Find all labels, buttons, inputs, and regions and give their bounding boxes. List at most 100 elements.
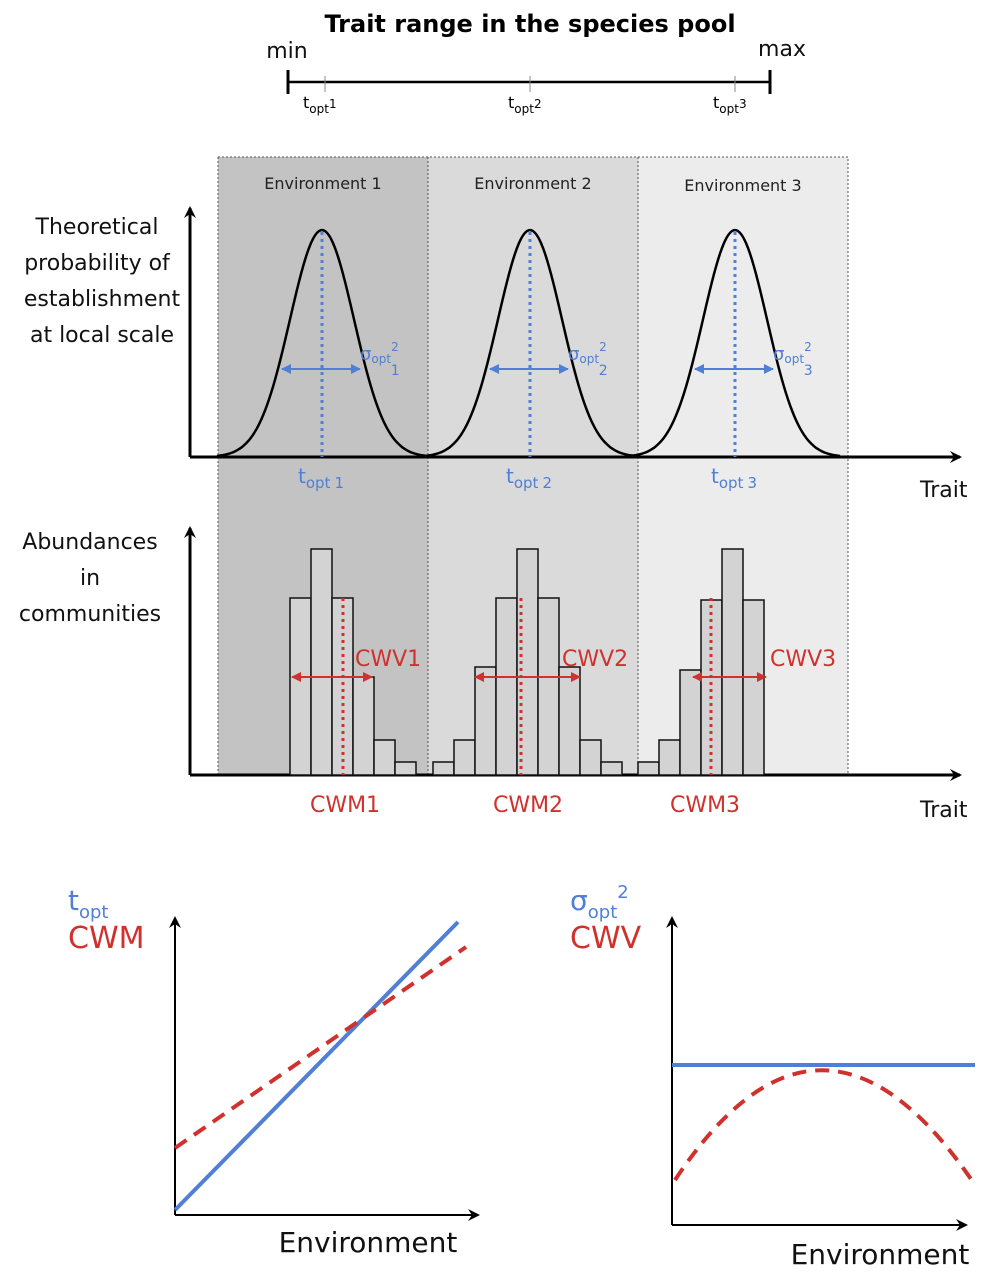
y-label-bottom: CWM (68, 921, 145, 956)
x-axis-label: Trait (919, 478, 968, 503)
histogram-bar (373, 739, 396, 776)
text-part: opt (588, 902, 618, 923)
top-panel: Trait Theoretical probability of establi… (24, 206, 968, 503)
x-axis-label: Environment (791, 1238, 970, 1271)
cwm-label: CWM3 (670, 793, 740, 818)
index: 2 (542, 474, 552, 492)
sub: opt (306, 474, 331, 492)
range-tick-label: topt2 (508, 93, 542, 116)
histogram-bar (558, 666, 581, 776)
histogram-bar (289, 597, 312, 776)
histogram-bar (600, 761, 623, 776)
left-plot: topt CWM Environment (68, 884, 480, 1259)
histogram-bar (658, 739, 681, 776)
histogram-bar (679, 669, 702, 776)
right-plot: σopt2 CWV Environment (570, 882, 977, 1271)
text-part: opt (79, 902, 109, 923)
width-label: σopt2 3 (773, 340, 813, 379)
histogram-bar (331, 597, 354, 776)
y-axis-label: establishment (24, 287, 181, 312)
sub: opt (514, 474, 539, 492)
y-label-top: topt (68, 884, 108, 923)
range-ticks: topt1 topt2 topt3 (303, 76, 747, 116)
index: 3 (804, 363, 813, 379)
cwv-label: CWV2 (562, 647, 628, 672)
y-axis-label: at local scale (30, 323, 174, 348)
index: 3 (739, 97, 747, 111)
cwv-label: CWV1 (355, 647, 421, 672)
cwv-label: CWV3 (770, 647, 836, 672)
text-part: σ (570, 884, 588, 917)
env-border (217, 156, 849, 775)
environments: Environment 1 Environment 2 Environment … (217, 156, 849, 775)
cwm-line (173, 945, 468, 1150)
y-axis-label: communities (19, 602, 161, 627)
base: t (713, 93, 719, 112)
base: t (298, 464, 306, 488)
text-part: 2 (617, 882, 628, 903)
width-label: σopt2 1 (360, 340, 400, 379)
sub: opt (784, 352, 804, 366)
probability-curve (216, 228, 428, 458)
sub: opt (719, 474, 744, 492)
histogram-bar (579, 739, 602, 776)
range-tick-label: topt1 (303, 93, 337, 116)
text-part: t (68, 884, 79, 917)
index: 2 (534, 97, 542, 111)
sub: opt (719, 102, 739, 116)
histogram-bar (742, 599, 765, 776)
base: t (303, 93, 309, 112)
y-label-bottom: CWV (570, 921, 642, 956)
x-axis-label: Trait (919, 798, 968, 823)
histogram-bar (637, 761, 660, 776)
sup: 2 (804, 340, 812, 354)
y-axis-label: Theoretical (35, 215, 159, 240)
base: σ (773, 344, 784, 365)
histogram-bar (310, 548, 333, 776)
cwm-label: CWM2 (493, 793, 563, 818)
histogram-bar (537, 597, 560, 776)
sub: opt (371, 352, 391, 366)
y-axis-label: Abundances (22, 530, 157, 555)
histogram-bar (495, 597, 518, 776)
index: 1 (391, 363, 400, 379)
x-axis-label: Environment (279, 1226, 458, 1259)
index: 1 (329, 97, 337, 111)
env-label: Environment 1 (264, 174, 381, 193)
histogram-bar (352, 676, 375, 776)
y-label-top: σopt2 (570, 882, 629, 923)
index: 2 (599, 363, 608, 379)
y-axis-label: in (80, 566, 100, 591)
sup: 2 (391, 340, 399, 354)
cwm-label: CWM1 (310, 793, 380, 818)
sub: opt (514, 102, 534, 116)
optimum-label: topt 1 (298, 464, 344, 492)
base: t (506, 464, 514, 488)
topt-line (173, 920, 460, 1212)
histogram-bar (721, 548, 744, 776)
optimum-label: topt 3 (711, 464, 757, 492)
header: Trait range in the species pool min max … (266, 10, 806, 116)
cwv-curve (673, 1068, 977, 1187)
width-label: σopt2 2 (568, 340, 608, 379)
sup: 2 (599, 340, 607, 354)
bottom-panel: Trait Abundances in communities CWV1 CWM1… (19, 526, 968, 823)
index: 1 (334, 474, 344, 492)
base: σ (568, 344, 579, 365)
histogram-bar (453, 739, 476, 776)
sub: opt (309, 102, 329, 116)
min-label: min (266, 39, 308, 64)
sub: opt (579, 352, 599, 366)
histogram-bar (432, 761, 455, 776)
range-tick-label: topt3 (713, 93, 747, 116)
title: Trait range in the species pool (324, 10, 735, 38)
optimum-label: topt 2 (506, 464, 552, 492)
env-label: Environment 2 (474, 174, 591, 193)
probability-curve (424, 228, 636, 458)
base: σ (360, 344, 371, 365)
env-label: Environment 3 (684, 176, 801, 195)
max-label: max (758, 37, 806, 62)
